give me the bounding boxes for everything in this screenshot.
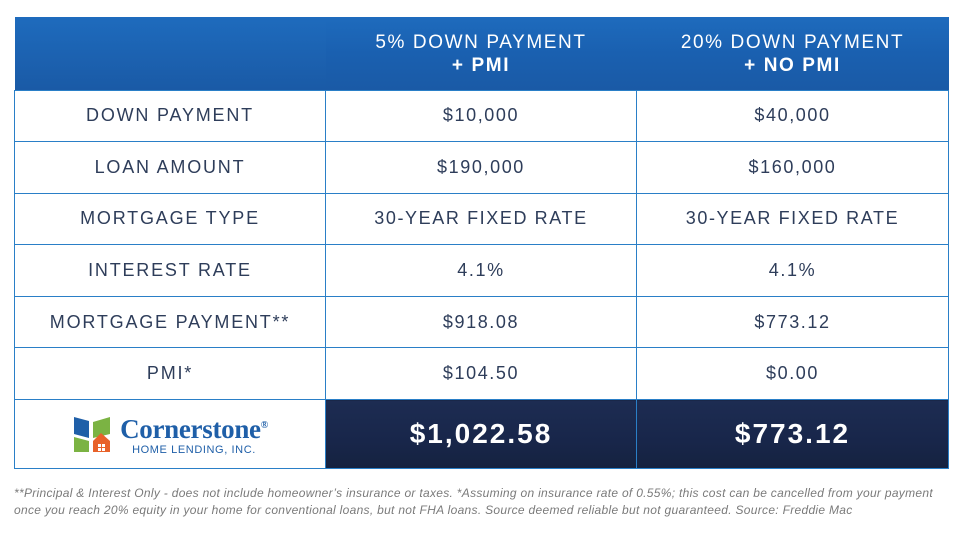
row-value-20-percent: $0.00: [636, 347, 949, 401]
header-5-percent-line2: + PMI: [451, 55, 511, 77]
row-label: PMI*: [14, 347, 326, 401]
row-value-20-percent: 30-YEAR FIXED RATE: [636, 192, 949, 246]
row-value-5-percent: $918.08: [325, 295, 637, 349]
row-label: INTEREST RATE: [14, 244, 326, 297]
logo-cell: Cornerstone® HOME LENDING, INC.: [14, 399, 326, 470]
row-value-20-percent: $160,000: [636, 141, 949, 194]
header-20-percent-line2: + NO PMI: [744, 55, 841, 77]
row-value-20-percent: $773.12: [636, 295, 949, 349]
header-5-percent-line1: 5% DOWN PAYMENT: [375, 32, 587, 54]
row-label: MORTGAGE PAYMENT**: [14, 295, 326, 349]
footnote: **Principal & Interest Only - does not i…: [14, 486, 933, 517]
total-5-percent: $1,022.58: [325, 399, 637, 470]
row-label: MORTGAGE TYPE: [14, 192, 326, 246]
row-value-20-percent: 4.1%: [636, 244, 949, 297]
header-20-percent-line1: 20% DOWN PAYMENT: [680, 32, 905, 54]
comparison-table-container: 5% DOWN PAYMENT + PMI 20% DOWN PAYMENT +…: [14, 17, 949, 470]
row-label: DOWN PAYMENT: [14, 89, 326, 143]
row-value-5-percent: $190,000: [325, 141, 637, 194]
table-row: INTEREST RATE 4.1% 4.1%: [14, 244, 949, 297]
total-row: Cornerstone® HOME LENDING, INC. $1,022.5…: [14, 399, 949, 470]
row-value-5-percent: $10,000: [325, 89, 637, 143]
row-value-5-percent: 30-YEAR FIXED RATE: [325, 192, 637, 246]
table-row: DOWN PAYMENT $10,000 $40,000: [14, 89, 949, 143]
total-20-percent: $773.12: [636, 399, 949, 470]
table-row: MORTGAGE PAYMENT** $918.08 $773.12: [14, 295, 949, 349]
table-row: MORTGAGE TYPE 30-YEAR FIXED RATE 30-YEAR…: [14, 192, 949, 246]
house-logo-icon: [74, 417, 111, 453]
row-value-5-percent: $104.50: [325, 347, 637, 401]
row-value-20-percent: $40,000: [636, 89, 949, 143]
mortgage-comparison-table: 5% DOWN PAYMENT + PMI 20% DOWN PAYMENT +…: [14, 17, 949, 470]
table-header-row: 5% DOWN PAYMENT + PMI 20% DOWN PAYMENT +…: [14, 17, 949, 90]
header-5-percent: 5% DOWN PAYMENT + PMI: [325, 17, 637, 90]
header-20-percent: 20% DOWN PAYMENT + NO PMI: [636, 17, 949, 90]
row-label: LOAN AMOUNT: [14, 141, 326, 194]
table-row: PMI* $104.50 $0.00: [14, 347, 949, 401]
logo-wordmark: Cornerstone®: [120, 414, 268, 445]
cornerstone-logo: Cornerstone® HOME LENDING, INC.: [15, 412, 325, 456]
table-row: LOAN AMOUNT $190,000 $160,000: [14, 141, 949, 194]
row-value-5-percent: 4.1%: [325, 244, 637, 297]
logo-subtitle: HOME LENDING, INC.: [132, 444, 256, 457]
header-blank-cell: [14, 17, 326, 90]
